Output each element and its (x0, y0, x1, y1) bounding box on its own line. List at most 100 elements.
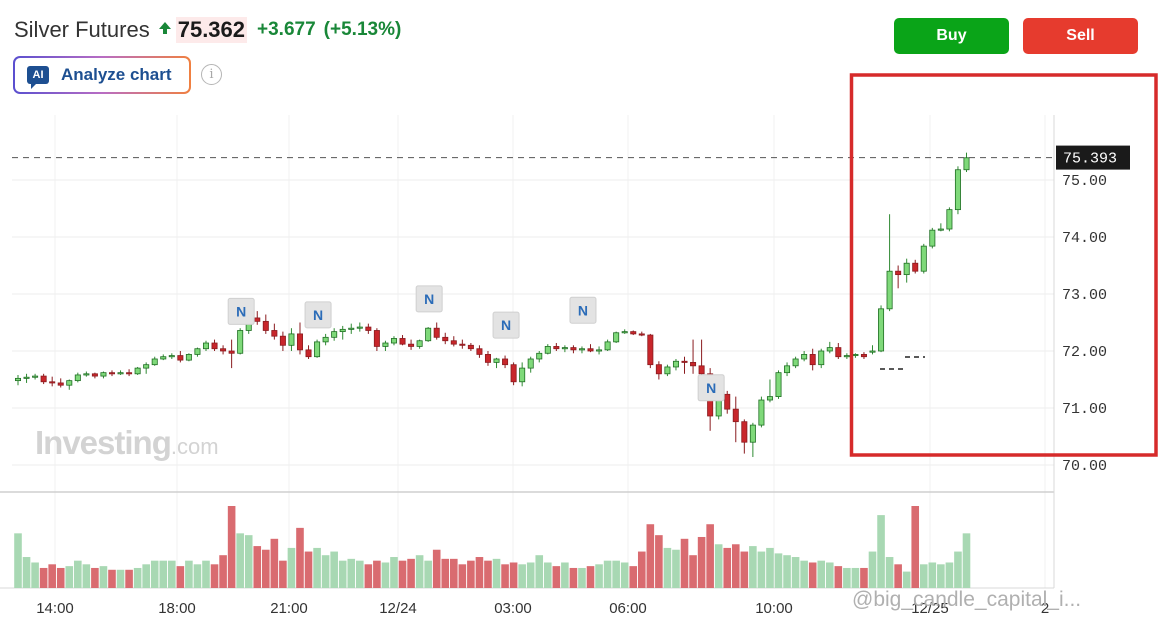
news-marker-label: N (706, 380, 716, 396)
candle (724, 390, 731, 414)
news-marker-label: N (313, 307, 323, 323)
candle-body (305, 349, 312, 358)
candle (775, 370, 782, 399)
candle (596, 346, 603, 355)
up-arrow-icon (158, 21, 172, 40)
candle (279, 331, 286, 351)
candle (937, 223, 944, 232)
y-tick-label: 74.00 (1062, 230, 1107, 247)
candle (886, 214, 893, 312)
candle (14, 374, 21, 386)
candle-body (596, 349, 603, 352)
candle-body (895, 270, 902, 276)
candle (544, 344, 551, 355)
candle-body (553, 346, 560, 350)
candle-body (690, 361, 697, 367)
volume-bar (518, 564, 526, 588)
candle-body (237, 330, 244, 354)
volume-bar (82, 564, 91, 588)
watermark-brand: Investing (35, 424, 172, 461)
candle-body (912, 262, 919, 272)
candle-body (519, 367, 526, 383)
candle-body (510, 364, 517, 383)
candle-body (869, 350, 876, 353)
candle-body (74, 374, 81, 382)
candle (408, 339, 415, 350)
candle (49, 376, 56, 387)
candle-body (108, 372, 115, 375)
candle (647, 333, 654, 369)
ai-chat-icon: AI (27, 66, 49, 89)
candle (143, 362, 150, 374)
sell-button[interactable]: Sell (1023, 18, 1138, 54)
volume-bar (398, 560, 407, 588)
candle (373, 328, 380, 351)
candle-body (262, 320, 269, 331)
candle (946, 207, 953, 232)
volume-bar (646, 524, 655, 588)
candle (108, 370, 115, 377)
candle (895, 265, 902, 289)
news-marker: N (492, 311, 520, 339)
candle-body (296, 333, 303, 351)
candle (843, 353, 850, 359)
volume-bar (791, 557, 800, 588)
volume-bar (766, 547, 774, 588)
candle (23, 373, 30, 383)
candle-body (134, 367, 141, 375)
candle (784, 362, 791, 377)
candle (74, 372, 81, 383)
candle-body (408, 343, 415, 347)
candle (826, 341, 833, 354)
candle-body (561, 347, 568, 350)
volume-bar (159, 560, 168, 588)
candle (758, 396, 765, 428)
volume-bar (928, 562, 937, 588)
volume-bar (535, 555, 544, 588)
volume-bar (663, 547, 672, 588)
candle-body (544, 346, 551, 354)
volume-bar (808, 562, 817, 588)
candle-body (177, 355, 184, 361)
volume-bar (629, 566, 638, 588)
candle (416, 339, 423, 349)
candle-body (356, 326, 363, 329)
candle (134, 366, 141, 375)
candle (348, 323, 355, 334)
candle (314, 339, 321, 358)
buy-button[interactable]: Buy (894, 18, 1009, 54)
info-icon[interactable]: i (201, 64, 222, 85)
volume-bar (202, 560, 210, 588)
candle (536, 351, 543, 363)
candle (57, 378, 64, 388)
candle-body (732, 408, 739, 423)
candle-body (843, 355, 850, 358)
volume-bar (313, 547, 321, 588)
volume-bar (116, 569, 125, 588)
candle (356, 322, 363, 332)
candle-body (630, 331, 637, 335)
candle (459, 339, 466, 349)
candle-body (527, 358, 534, 369)
x-tick-label: 12/24 (379, 600, 417, 617)
volume-bar (501, 564, 509, 588)
candle (741, 419, 748, 454)
candle-body (459, 343, 466, 346)
analyze-chart-button[interactable]: AI Analyze chart (13, 56, 191, 94)
candle-body (578, 348, 585, 351)
candle (305, 345, 312, 359)
candle-body (613, 332, 620, 343)
volume-bar (783, 555, 791, 588)
volume-bar (219, 555, 227, 588)
candle (117, 370, 124, 375)
candle-body (100, 372, 107, 377)
candle-body (903, 262, 910, 276)
volume-bar (723, 547, 732, 588)
news-marker-box (227, 297, 255, 325)
investing-watermark: Investing.com (35, 424, 219, 462)
volume-bar (262, 549, 270, 588)
candle-body (826, 347, 833, 352)
candle (194, 347, 201, 357)
volume-bar (774, 553, 783, 588)
